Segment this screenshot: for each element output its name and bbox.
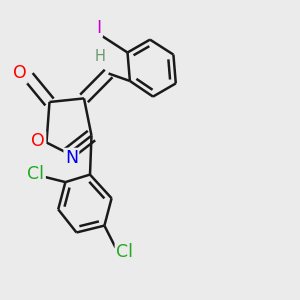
Text: N: N (65, 149, 78, 167)
Text: Cl: Cl (28, 165, 44, 183)
Text: O: O (13, 64, 26, 82)
Text: I: I (96, 19, 102, 37)
Text: O: O (31, 132, 45, 150)
Text: H: H (95, 50, 106, 64)
Text: Cl: Cl (116, 243, 133, 261)
